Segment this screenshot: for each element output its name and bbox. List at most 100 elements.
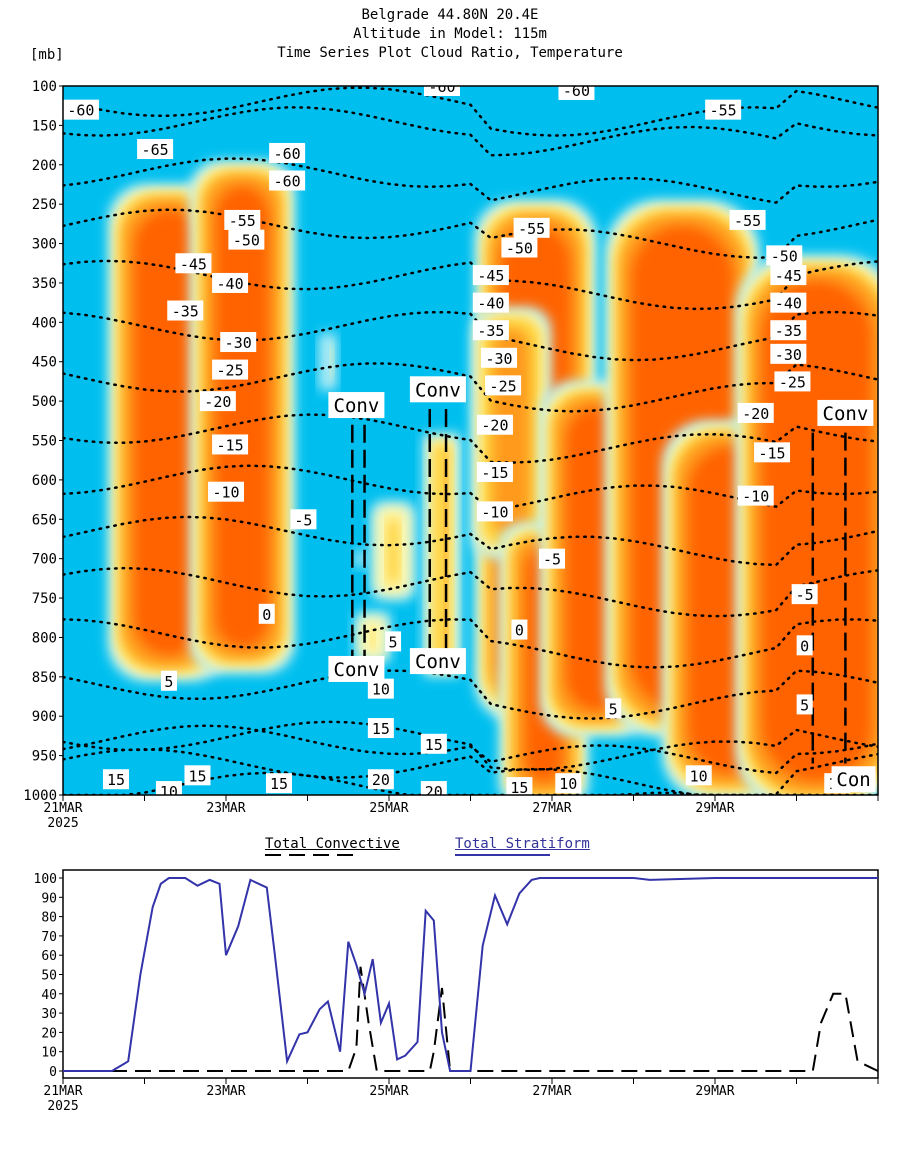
y-tick-label: 950 (32, 749, 57, 765)
contour-label-bg (501, 237, 538, 258)
y-tick-label: 700 (32, 552, 57, 568)
chart-title-altitude: Altitude in Model: 115m (353, 26, 547, 42)
contour-label: -40 (477, 295, 504, 313)
cloud-region-6-yellow (432, 443, 452, 667)
contour-label: -30 (775, 346, 802, 364)
line-x-tick-label: 27MAR (532, 1084, 571, 1099)
contour-label: -20 (204, 393, 231, 411)
legend-stratiform: Total Stratiform (455, 836, 590, 852)
temperature-contour--25 (63, 413, 878, 464)
contour-label-bg (555, 773, 582, 794)
contour-label: -60 (274, 145, 301, 163)
temperature-contour--45 (63, 208, 878, 259)
temperature-contour--15 (63, 515, 878, 567)
contour-label-bg (420, 781, 447, 795)
line-x-tick-year: 2025 (47, 1099, 78, 1114)
contour-label-bg (737, 485, 774, 506)
contour-label: 15 (270, 775, 288, 793)
x-tick-label: 29MAR (695, 801, 734, 816)
contour-label: -60 (274, 173, 301, 191)
cloud-region-6-orange (443, 454, 448, 656)
contour-label: -30 (225, 334, 252, 352)
contour-label: -35 (172, 303, 199, 321)
temperature-contour--5 (63, 618, 878, 669)
contour-label-bg (476, 462, 513, 483)
contour-label-bg (729, 209, 766, 230)
contour-label: 15 (188, 767, 206, 785)
contour-label: -65 (142, 141, 169, 159)
x-tick-label: 23MAR (206, 801, 245, 816)
contour-label: -35 (477, 322, 504, 340)
y-tick-label: 900 (32, 709, 57, 725)
contour-label-bg (476, 501, 513, 522)
contour-label: 10 (160, 783, 178, 801)
line-x-tick-label: 23MAR (206, 1084, 245, 1099)
contour-label: 15 (425, 736, 443, 754)
line-y-tick-label: 80 (41, 911, 57, 926)
line-x-tick-label: 21MAR (43, 1084, 82, 1099)
contour-label: -30 (485, 350, 512, 368)
contour-label-bg (754, 442, 791, 463)
contour-label-bg (513, 217, 550, 238)
contour-label: -5 (796, 586, 814, 604)
legend-convective-label: Total Convective (265, 836, 400, 852)
contour-label: -55 (734, 212, 761, 230)
contour-label-bg (485, 375, 522, 396)
contour-label-bg (511, 619, 528, 640)
y-tick-label: 450 (32, 355, 57, 371)
contour-label-bg (208, 481, 244, 502)
contour-label-bg (63, 99, 99, 120)
contour-label: -10 (212, 484, 239, 502)
contour-label: 0 (262, 606, 271, 624)
contour-label-bg (212, 434, 249, 455)
contour-label-bg (423, 86, 460, 96)
contour-label: -10 (481, 503, 508, 521)
contour-label: -25 (217, 362, 244, 380)
contour-label: -25 (490, 377, 517, 395)
cloud-region-1-core (215, 186, 269, 648)
temperature-contour--50 (63, 157, 878, 204)
conv-label: Conv (823, 403, 869, 425)
contour-label-bg (269, 170, 306, 191)
contour-label: 5 (800, 696, 809, 714)
contour-label-bg (796, 635, 813, 656)
contour-label-bg (265, 773, 292, 794)
contour-label-bg (367, 769, 394, 790)
contour-label: -20 (481, 417, 508, 435)
series-total-stratiform (63, 877, 878, 1072)
contour-label-bg (367, 718, 394, 739)
contour-label-bg (770, 265, 807, 286)
conv-label-bg (817, 399, 874, 426)
contour-label-bg (472, 265, 509, 286)
conv-label-bg (328, 655, 385, 682)
temperature-contour--55 (63, 106, 878, 157)
temperature-contour--10 (63, 566, 878, 618)
contour-label-bg (539, 548, 565, 569)
conv-label-bg (328, 392, 385, 419)
y-tick-label: 100 (32, 79, 57, 95)
cloud-region-0-core (134, 210, 204, 656)
contour-label: -45 (180, 255, 207, 273)
cloud-temperature-chart: -60-60 -60-55-65 -60-60-55-50-55 -55-50 -50-… (23, 79, 879, 830)
contour-label-bg (481, 347, 518, 368)
conv-label: Con (836, 769, 870, 791)
contour-label-bg (705, 99, 742, 120)
contour-label-bg (791, 584, 818, 605)
contour-label: 10 (559, 775, 577, 793)
y-tick-label: 250 (32, 197, 57, 213)
contour-label-bg (224, 209, 261, 230)
line-y-tick-label: 50 (41, 969, 57, 984)
contour-label: -45 (775, 267, 802, 285)
line-y-tick-label: 40 (41, 988, 57, 1003)
conv-label-bg (409, 376, 466, 403)
contour-label: -60 (67, 102, 94, 120)
conv-label: Conv (334, 659, 380, 681)
contour-label: -40 (775, 295, 802, 313)
contour-label-bg (770, 320, 807, 341)
contour-label: 0 (515, 622, 524, 640)
contour-label-bg (770, 343, 807, 364)
cloud-region-4-yellow (370, 627, 375, 648)
contour-label: 5 (389, 633, 398, 651)
contour-label: -25 (779, 373, 806, 391)
y-tick-label: 500 (32, 394, 57, 410)
